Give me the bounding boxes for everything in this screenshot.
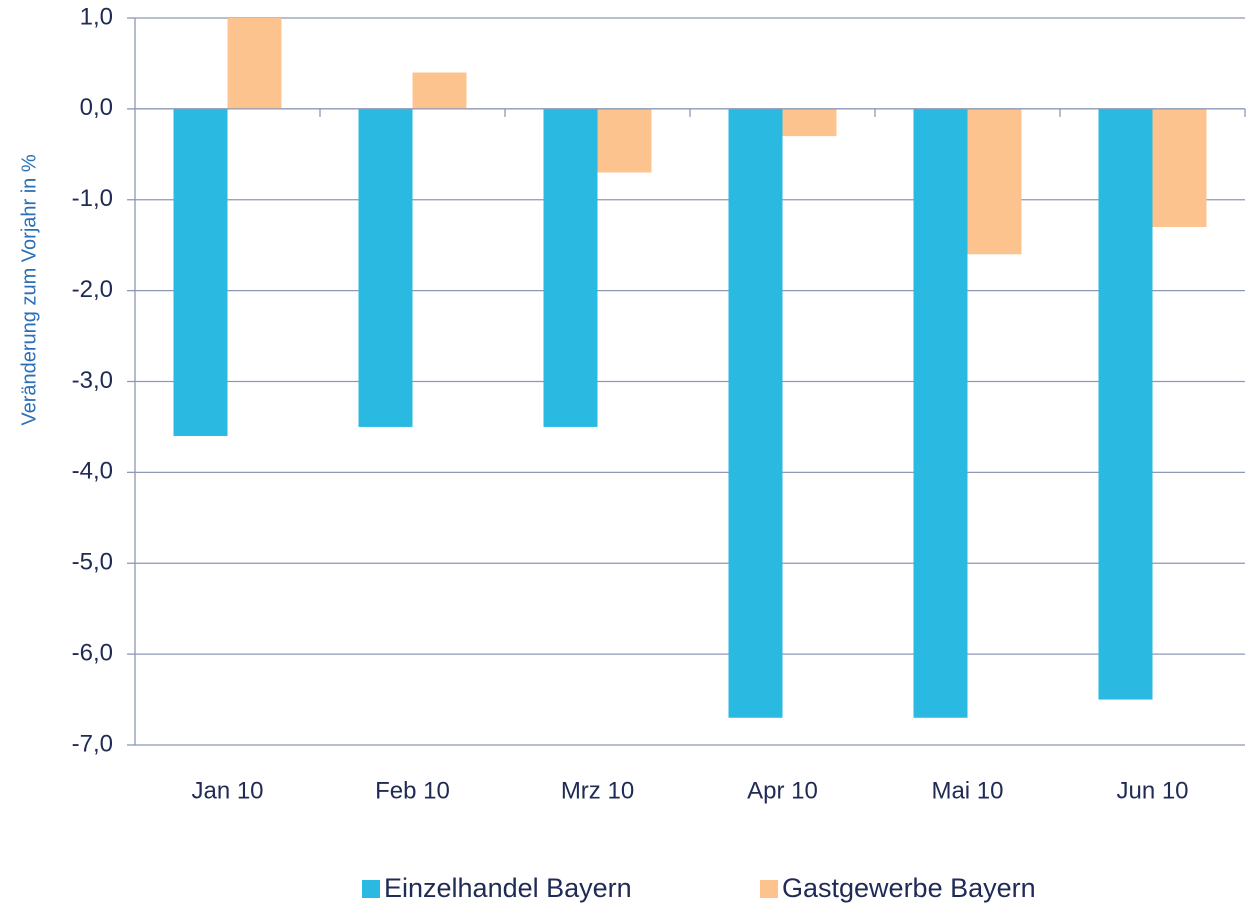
x-tick-label: Apr 10 (747, 777, 818, 804)
y-tick-label: -4,0 (72, 458, 113, 485)
bar (412, 72, 467, 109)
y-tick-label: -1,0 (72, 185, 113, 212)
y-tick-label: 1,0 (80, 3, 113, 30)
bar (597, 108, 652, 173)
legend-label: Gastgewerbe Bayern (782, 873, 1036, 903)
x-tick-label: Feb 10 (375, 777, 450, 804)
x-tick-label: Jun 10 (1116, 777, 1188, 804)
bar (173, 108, 228, 437)
y-tick-label: -3,0 (72, 367, 113, 394)
y-tick-label: -5,0 (72, 549, 113, 576)
y-axis-label: Veränderung zum Vorjahr in % (18, 154, 40, 425)
x-tick-label: Jan 10 (191, 777, 263, 804)
bar (967, 108, 1022, 255)
legend-swatch (362, 880, 380, 898)
x-tick-label: Mai 10 (931, 777, 1003, 804)
bar (227, 18, 282, 109)
bar (913, 108, 968, 718)
bar (358, 108, 413, 427)
x-tick-label: Mrz 10 (561, 777, 634, 804)
bar (1152, 108, 1207, 228)
bar (543, 108, 598, 427)
legend-swatch (760, 880, 778, 898)
y-tick-label: -6,0 (72, 639, 113, 666)
bar (728, 108, 783, 718)
y-tick-label: 0,0 (80, 94, 113, 121)
y-tick-label: -7,0 (72, 730, 113, 757)
bar (1098, 108, 1153, 700)
y-tick-label: -2,0 (72, 276, 113, 303)
bar (782, 108, 837, 137)
legend-label: Einzelhandel Bayern (384, 873, 632, 903)
